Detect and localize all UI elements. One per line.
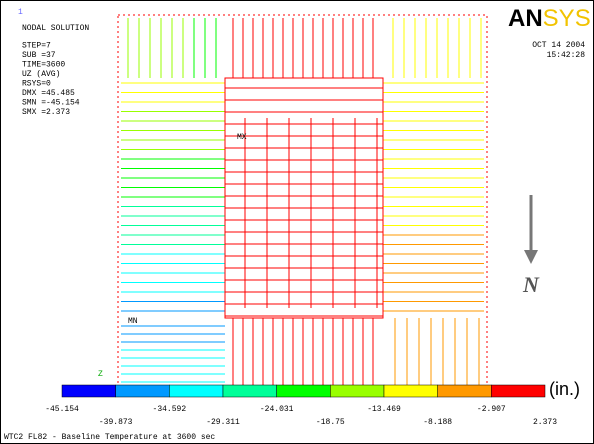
- legend-label: 2.373: [533, 418, 557, 427]
- legend-label: -2.907: [477, 405, 506, 414]
- legend-swatch: [330, 384, 385, 398]
- legend-label: -13.469: [367, 405, 401, 414]
- legend-label: -24.031: [260, 405, 294, 414]
- legend-swatch: [169, 384, 224, 398]
- legend-swatch: [437, 384, 492, 398]
- info-line: RSYS=0: [22, 80, 51, 89]
- info-line: STEP=7: [22, 42, 51, 51]
- legend-swatch: [115, 384, 170, 398]
- info-line: SMN =-45.154: [22, 99, 80, 108]
- legend-label: -34.592: [153, 405, 187, 414]
- time: 15:42:28: [547, 51, 586, 60]
- legend-label: -18.75: [316, 418, 345, 427]
- info-line: SMX =2.373: [22, 108, 70, 117]
- north-arrow-head: [524, 250, 538, 264]
- info-line: SUB =37: [22, 51, 56, 60]
- legend-label: -29.311: [206, 418, 240, 427]
- legend-swatch: [61, 384, 116, 398]
- legend-label: -39.873: [99, 418, 133, 427]
- legend-unit: (in.): [549, 379, 580, 399]
- legend-swatch: [276, 384, 331, 398]
- footer: WTC2 FL82 - Baseline Temperature at 3600…: [4, 433, 215, 442]
- floor-plan: [117, 14, 488, 391]
- legend-swatch: [383, 384, 438, 398]
- legend: -45.154 -39.873 -34.592 -29.311 -24.031 -18.7…: [45, 384, 557, 427]
- legend-swatch: [222, 384, 277, 398]
- info-line: NODAL SOLUTION: [22, 24, 89, 33]
- logo-second: SYS: [543, 5, 591, 32]
- info-line: UZ (AVG): [22, 70, 60, 79]
- core: [224, 77, 384, 319]
- max-marker: MX: [237, 133, 247, 142]
- north-label: N: [522, 272, 540, 297]
- date: OCT 14 2004: [532, 41, 585, 50]
- legend-label: -45.154: [45, 405, 79, 414]
- window-index: 1: [18, 8, 23, 17]
- logo-first: AN: [508, 5, 543, 32]
- plan-outline: [117, 14, 488, 391]
- legend-label: -8.188: [423, 418, 452, 427]
- info-line: DMX =45.485: [22, 89, 75, 98]
- min-marker: MN: [128, 317, 138, 326]
- info-line: TIME=3600: [22, 61, 65, 70]
- axis-marker: Z: [98, 370, 103, 379]
- logo: ANSYS: [508, 5, 591, 32]
- legend-swatch: [491, 384, 546, 398]
